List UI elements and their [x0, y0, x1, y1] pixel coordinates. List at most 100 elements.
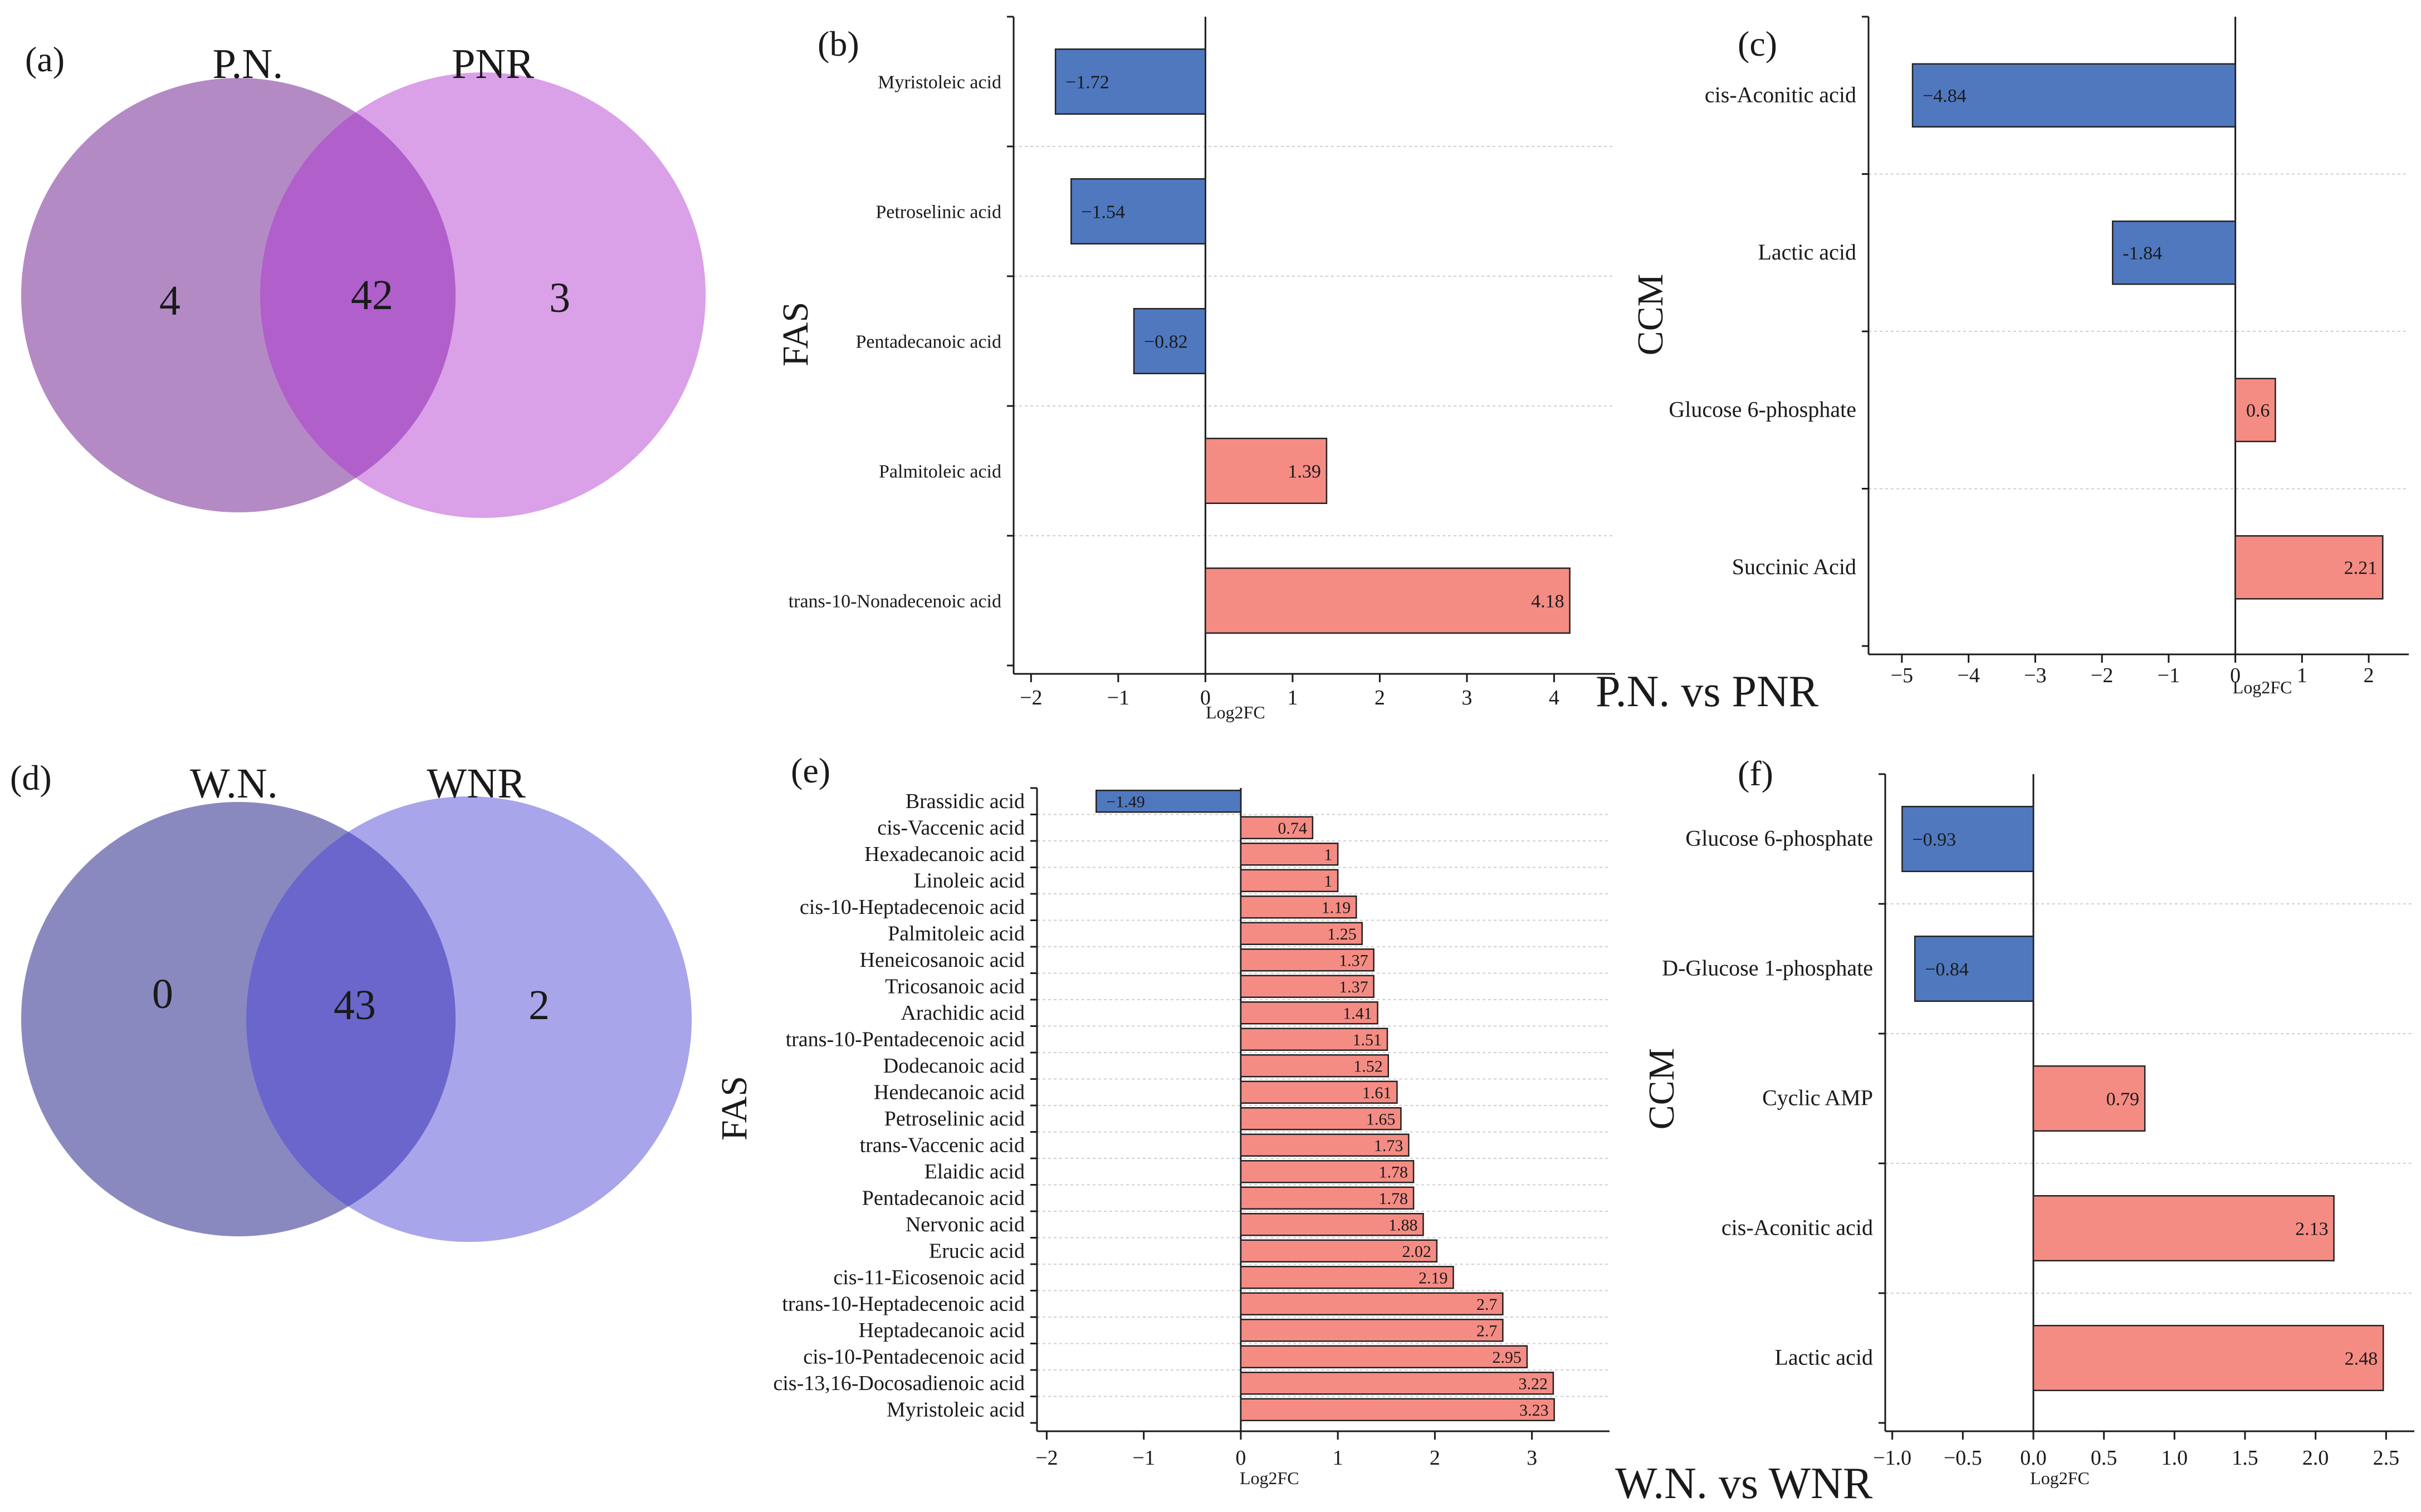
category-label: cis-13,16-Docosadienoic acid [773, 1372, 1025, 1395]
category-label: Lactic acid [1758, 239, 1856, 265]
bar-e-3 [1240, 869, 1339, 892]
x-tick-label: 2 [1375, 686, 1385, 709]
bar-f-2 [2032, 1065, 2146, 1132]
x-tick-label: −2 [1020, 686, 1042, 709]
data-label: 2.02 [1402, 1242, 1431, 1261]
category-label: cis-Aconitic acid [1721, 1215, 1873, 1240]
bar-e-10 [1240, 1054, 1389, 1078]
x-tick-label: 1 [1333, 1446, 1343, 1470]
data-label: 1.39 [1288, 461, 1321, 482]
bar-c-0 [1911, 63, 2236, 128]
category-label: Heneicosanoic acid [860, 948, 1025, 972]
data-label: 1 [1324, 872, 1332, 890]
data-label: −0.93 [1912, 829, 1956, 850]
data-label: 1.52 [1353, 1057, 1383, 1075]
bar-e-5 [1240, 922, 1363, 945]
x-tick-label: −1.0 [1873, 1446, 1911, 1470]
bar-chart-c: (c) CCM −5 −4 −3 −2 −1 0 1 2 Log2FC −4.84 cis-Aconit… [1630, 16, 2409, 697]
category-label: cis-10-Pentadecenoic acid [803, 1345, 1025, 1368]
x-tick-label: 1 [1287, 686, 1298, 709]
data-label: 2.7 [1476, 1295, 1498, 1314]
data-label: 1.51 [1352, 1031, 1382, 1049]
venn-diagram-a: (a) P.N. PNR 4 42 3 [21, 40, 706, 518]
group-label-f: CCM [1641, 1048, 1682, 1130]
bar-chart-b: (b) FAS −2 −1 0 1 2 3 4 Log2FC −1.72 Myristoleic ac… [775, 16, 1615, 722]
x-tick-label: 1.5 [2232, 1446, 2258, 1470]
x-tick-label: 0 [2230, 664, 2241, 687]
panel-label-a: (a) [25, 40, 65, 79]
comparison-label-top: P.N. vs PNR [1596, 667, 1819, 716]
data-label: 2.19 [1419, 1269, 1448, 1287]
category-label: Palmitoleic acid [879, 462, 1001, 482]
bar-e-23 [1240, 1398, 1555, 1421]
bar-c-1 [2112, 221, 2236, 285]
bar-e-7 [1240, 975, 1375, 998]
category-label: Cyclic AMP [1762, 1085, 1873, 1110]
x-tick-label: 1 [2297, 664, 2307, 687]
category-label: cis-10-Heptadecenoic acid [800, 896, 1025, 919]
x-tick-label: 0 [1200, 686, 1211, 709]
x-tick-label: 3 [1527, 1446, 1537, 1470]
data-label: 2.95 [1492, 1348, 1522, 1367]
data-label: 2.7 [1476, 1322, 1498, 1340]
data-label: −0.82 [1144, 331, 1188, 352]
category-label: Pentadecanoic acid [862, 1186, 1025, 1210]
category-label: Dodecanoic acid [883, 1054, 1025, 1078]
data-label: 1.61 [1362, 1084, 1392, 1102]
category-label: Petroselinic acid [876, 202, 1001, 223]
category-label: Erucic acid [929, 1239, 1025, 1263]
bar-e-8 [1240, 1001, 1378, 1025]
category-label: Petroselinic acid [884, 1107, 1025, 1131]
data-label: 1.19 [1322, 898, 1351, 917]
data-label: 2.48 [2345, 1348, 2378, 1369]
bar-e-11 [1240, 1080, 1398, 1104]
category-label: Succinic Acid [1732, 554, 1856, 579]
venn-a-left-count: 4 [159, 277, 180, 324]
category-label: Hendecanoic acid [874, 1080, 1025, 1104]
venn-d-overlap [246, 831, 456, 1207]
x-tick-label: −2 [2091, 664, 2113, 687]
bar-c-2 [2234, 378, 2276, 442]
bar-e-4 [1240, 896, 1357, 919]
data-label: −1.72 [1065, 72, 1109, 92]
data-label: 1.41 [1343, 1004, 1372, 1022]
data-label: 1 [1324, 845, 1332, 864]
category-label: cis-Aconitic acid [1705, 82, 1856, 107]
category-label: Nervonic acid [906, 1213, 1025, 1236]
bar-e-22 [1240, 1372, 1554, 1395]
category-label: cis-Vaccenic acid [877, 816, 1025, 839]
category-label: Lactic acid [1774, 1345, 1873, 1370]
bar-e-18 [1240, 1266, 1454, 1289]
bar-e-16 [1240, 1213, 1424, 1236]
data-label: 1.78 [1379, 1190, 1408, 1208]
bar-e-2 [1240, 843, 1339, 866]
bar-c-3 [2234, 535, 2384, 600]
venn-a-right-title: PNR [452, 41, 534, 87]
x-tick-label: 2.5 [2373, 1446, 2400, 1470]
x-tick-label: −2 [1035, 1446, 1058, 1470]
group-label-e: FAS [714, 1076, 755, 1141]
bar-b-4 [1205, 567, 1571, 634]
x-tick-label: −3 [2024, 664, 2046, 687]
category-label: Pentadecanoic acid [856, 332, 1001, 353]
bar-chart-f: (f) CCM −1.0 −0.5 0.0 0.5 1.0 1.5 2.0 2.5 Log2FC −0… [1641, 753, 2414, 1488]
x-tick-label: 0.0 [2020, 1446, 2047, 1470]
x-tick-label: 0.5 [2091, 1446, 2117, 1470]
category-label: Myristoleic acid [878, 72, 1001, 93]
x-tick-label: −4 [1957, 664, 1979, 687]
x-tick-label: 0 [1235, 1446, 1246, 1470]
data-label: 4.18 [1531, 591, 1564, 611]
data-label: 1.78 [1379, 1163, 1408, 1181]
x-tick-label: 3 [1461, 686, 1472, 709]
x-tick-label: −1 [1107, 686, 1129, 709]
category-label: Linoleic acid [914, 869, 1025, 892]
x-tick-label: −5 [1891, 664, 1913, 687]
comparison-label-bottom: W.N. vs WNR [1615, 1459, 1873, 1508]
category-label: Heptadecanoic acid [858, 1319, 1025, 1342]
category-label: trans-10-Pentadecenoic acid [786, 1027, 1025, 1051]
x-tick-label: 4 [1549, 686, 1559, 709]
venn-diagram-d: (d) W.N. WNR 0 43 2 [10, 758, 692, 1242]
panel-label-b: (b) [818, 24, 859, 63]
data-label: 0.79 [2106, 1089, 2140, 1109]
